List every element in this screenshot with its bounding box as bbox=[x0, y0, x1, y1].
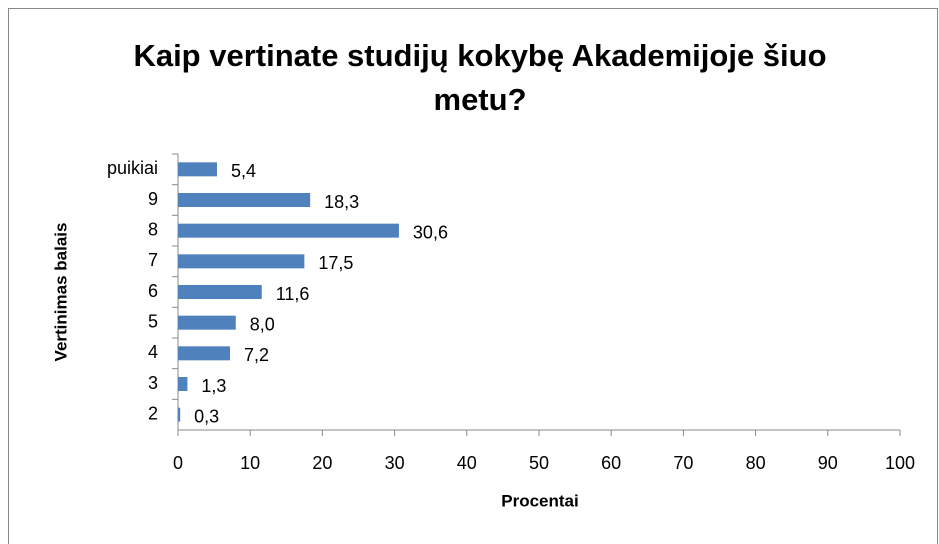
value-label: 8,0 bbox=[250, 314, 275, 334]
value-label: 30,6 bbox=[413, 222, 448, 242]
x-axis-title: Procentai bbox=[501, 491, 578, 510]
bar bbox=[178, 346, 230, 361]
value-label: 7,2 bbox=[244, 345, 269, 365]
bar bbox=[178, 315, 236, 330]
value-label: 1,3 bbox=[201, 376, 226, 396]
bar bbox=[178, 407, 181, 422]
y-tick-label: puikiai bbox=[107, 158, 158, 178]
y-tick-label: 8 bbox=[148, 219, 158, 239]
chart-title: Kaip vertinate studijų kokybę Akademijoj… bbox=[133, 38, 827, 117]
y-tick-label: 4 bbox=[148, 342, 158, 362]
value-label: 18,3 bbox=[324, 192, 359, 212]
bar bbox=[178, 285, 262, 299]
bar bbox=[178, 254, 305, 269]
x-tick-label: 30 bbox=[385, 453, 405, 473]
y-tick-label: 7 bbox=[148, 250, 158, 270]
x-tick-label: 40 bbox=[457, 453, 477, 473]
bar bbox=[178, 162, 217, 177]
x-tick-label: 70 bbox=[673, 453, 693, 473]
value-label: 0,3 bbox=[194, 406, 219, 426]
x-tick-label: 20 bbox=[312, 453, 332, 473]
value-label: 11,6 bbox=[276, 284, 310, 304]
bar bbox=[178, 377, 188, 391]
y-tick-label: 2 bbox=[148, 403, 158, 423]
chart-border bbox=[8, 8, 938, 544]
y-axis-title: Vertinimas balais bbox=[51, 223, 70, 362]
y-tick-label: 6 bbox=[148, 281, 158, 301]
y-tick-label: 5 bbox=[148, 311, 158, 331]
x-tick-label: 10 bbox=[240, 453, 260, 473]
x-tick-label: 90 bbox=[818, 453, 838, 473]
bar bbox=[178, 223, 399, 238]
y-tick-label: 3 bbox=[148, 373, 158, 393]
y-tick-label: 9 bbox=[148, 189, 158, 209]
x-tick-label: 60 bbox=[601, 453, 621, 473]
value-label: 5,4 bbox=[231, 161, 256, 181]
x-tick-label: 100 bbox=[885, 453, 915, 473]
x-tick-label: 0 bbox=[173, 453, 183, 473]
x-tick-label: 50 bbox=[529, 453, 549, 473]
value-label: 17,5 bbox=[318, 253, 353, 273]
bar bbox=[178, 193, 311, 207]
x-tick-label: 80 bbox=[746, 453, 766, 473]
